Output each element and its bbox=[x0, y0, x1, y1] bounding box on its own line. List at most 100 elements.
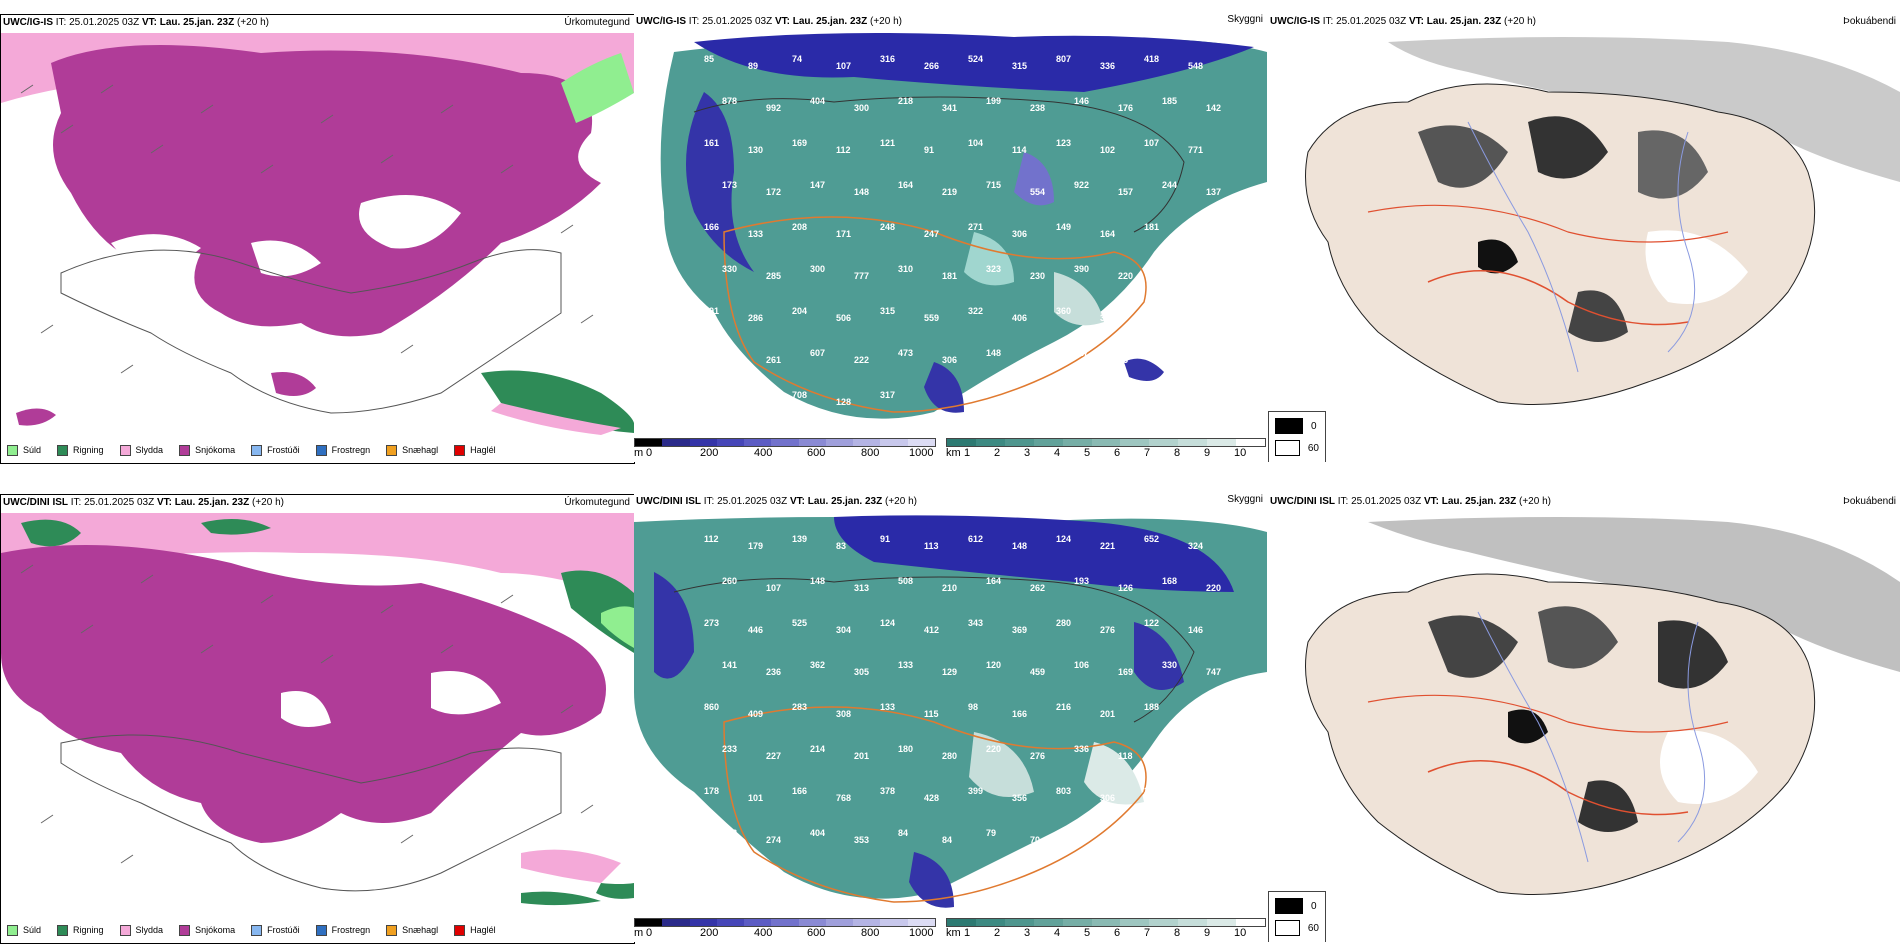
cloud-base-label: 101 bbox=[748, 793, 763, 803]
cloud-base-label: 113 bbox=[924, 541, 939, 551]
cloud-base-label: 316 bbox=[880, 54, 895, 64]
cloud-base-label: 128 bbox=[836, 397, 851, 407]
cloud-base-label: 404 bbox=[810, 828, 825, 838]
cloud-base-label: 247 bbox=[924, 229, 939, 239]
cloud-base-label: 142 bbox=[1206, 103, 1221, 113]
cloud-base-label: 276 bbox=[1030, 751, 1045, 761]
legend-item-sleet: Slydda bbox=[119, 444, 163, 456]
cloud-base-label: 164 bbox=[1100, 229, 1115, 239]
cloud-base-label: 181 bbox=[1144, 222, 1159, 232]
cloud-base-label: 166 bbox=[704, 222, 719, 232]
cloud-base-label: 266 bbox=[924, 61, 939, 71]
cloud-base-label: 274 bbox=[766, 835, 781, 845]
cloud-base-label: 713 bbox=[1188, 229, 1203, 239]
cloud-base-label: 356 bbox=[1012, 793, 1027, 803]
panel-title: Skyggni bbox=[1227, 14, 1263, 25]
fog-legend: 0 60 bbox=[1268, 411, 1326, 462]
cloud-base-label: 406 bbox=[1012, 313, 1027, 323]
cloud-base-label: 412 bbox=[924, 625, 939, 635]
cloud-base-label: 166 bbox=[1012, 709, 1027, 719]
cloud-base-label: 126 bbox=[1118, 583, 1133, 593]
cloud-base-label: 79 bbox=[986, 828, 996, 838]
cloud-base-label: 362 bbox=[810, 660, 825, 670]
precip-type-map bbox=[1, 513, 634, 918]
cloud-base-label: 280 bbox=[1056, 618, 1071, 628]
cloud-base-label: 133 bbox=[748, 229, 763, 239]
cloud-base-label: 98 bbox=[968, 702, 978, 712]
cloud-base-label: 343 bbox=[968, 618, 983, 628]
cloud-base-visibility-map: 112 179 139 83 91 113 612 148 124 221 652 324 260 107… bbox=[634, 512, 1267, 917]
cloud-base-label: 139 bbox=[792, 534, 807, 544]
cloud-base-label: 221 bbox=[1100, 541, 1115, 551]
cloud-base-label: 338 bbox=[1100, 313, 1115, 323]
cloud-base-label: 554 bbox=[1030, 187, 1045, 197]
cloud-base-label: 508 bbox=[898, 576, 913, 586]
cloud-base-label: 305 bbox=[854, 667, 869, 677]
cloud-base-label: 262 bbox=[1188, 313, 1203, 323]
cloud-base-label: 369 bbox=[1012, 625, 1027, 635]
cloud-base-label: 708 bbox=[792, 390, 807, 400]
cloud-base-label: 70 bbox=[1030, 835, 1040, 845]
cloud-base-label: 236 bbox=[766, 667, 781, 677]
cbar-km-gradient bbox=[946, 438, 1266, 447]
cloud-base-label: 322 bbox=[968, 306, 983, 316]
cloud-base-label: 548 bbox=[1188, 61, 1203, 71]
cloud-base-label: 193 bbox=[1074, 576, 1089, 586]
cloud-base-label: 107 bbox=[1144, 138, 1159, 148]
cloud-base-label: 168 bbox=[1162, 576, 1177, 586]
cloud-base-label: 199 bbox=[986, 96, 1001, 106]
cloud-base-label: 176 bbox=[748, 397, 763, 407]
cbar-m: m 0 200 400 600 800 1000 bbox=[634, 918, 946, 940]
cloud-base-label: 178 bbox=[704, 786, 719, 796]
fog-panel-row1: UWC/IG-IS IT: 25.01.2025 03Z VT: Lau. 25… bbox=[1268, 14, 1900, 462]
cloud-base-label: 271 bbox=[968, 222, 983, 232]
cloud-base-label: 89 bbox=[748, 61, 758, 71]
cloud-base-label: 133 bbox=[898, 660, 913, 670]
cloud-base-label: 285 bbox=[766, 271, 781, 281]
cloud-base-label: 227 bbox=[766, 751, 781, 761]
cloud-base-label: 137 bbox=[1206, 187, 1221, 197]
cloud-base-label: 117 bbox=[1074, 348, 1089, 358]
cloud-base-label: 106 bbox=[1074, 660, 1089, 670]
cloud-base-label: 336 bbox=[1074, 744, 1089, 754]
cloud-base-label: 336 bbox=[1100, 61, 1115, 71]
panel-title: Skyggni bbox=[1227, 494, 1263, 505]
cloud-base-label: 323 bbox=[986, 264, 1001, 274]
cloud-base-label: 124 bbox=[1056, 534, 1071, 544]
fog-legend: 0 60 bbox=[1268, 891, 1326, 942]
cloud-base-label: 217 bbox=[1206, 271, 1221, 281]
cloud-base-label: 112 bbox=[836, 145, 851, 155]
legend-item-rain: Rigning bbox=[57, 924, 104, 936]
precip-legend: Súld Rigning Slydda Snjókoma Frostúði Fr… bbox=[1, 439, 506, 461]
cloud-base-label: 161 bbox=[704, 138, 719, 148]
cloud-base-label: 404 bbox=[810, 96, 825, 106]
cbar-km: km 1 2 3 4 5 6 7 8 9 10 bbox=[946, 438, 1266, 460]
cloud-base-label: 203 bbox=[704, 390, 719, 400]
cloud-base-label: 185 bbox=[1162, 96, 1177, 106]
cloud-base-label: 559 bbox=[924, 313, 939, 323]
cloud-base-label: 260 bbox=[722, 576, 737, 586]
cloud-base-label: 220 bbox=[986, 744, 1001, 754]
legend-item-hail: Haglél bbox=[454, 444, 496, 456]
cloud-base-label: 607 bbox=[810, 348, 825, 358]
precip-legend: Súld Rigning Slydda Snjókoma Frostúði Fr… bbox=[1, 919, 506, 941]
cloud-base-label: 300 bbox=[810, 264, 825, 274]
cloud-base-label: 219 bbox=[942, 187, 957, 197]
cloud-base-label: 74 bbox=[792, 54, 802, 64]
cloud-base-label: 306 bbox=[1100, 793, 1115, 803]
cbar-km-ticks: km 1 2 3 4 5 6 7 8 9 10 bbox=[946, 927, 1247, 939]
cloud-base-label: 525 bbox=[792, 618, 807, 628]
cbar-km-ticks: km 1 2 3 4 5 6 7 8 9 10 bbox=[946, 447, 1247, 459]
precip-panel-row1: UWC/IG-IS IT: 25.01.2025 03Z VT: Lau. 25… bbox=[0, 14, 635, 464]
cloud-base-label: 222 bbox=[854, 355, 869, 365]
cloud-base-label: 276 bbox=[1100, 625, 1115, 635]
cloud-base-label: 300 bbox=[854, 103, 869, 113]
cloud-base-label: 157 bbox=[1118, 187, 1133, 197]
cloud-base-label: 122 bbox=[1144, 618, 1159, 628]
cloud-base-label: 313 bbox=[854, 583, 869, 593]
cloud-base-label: 390 bbox=[1074, 264, 1089, 274]
cloud-base-label: 148 bbox=[986, 348, 1001, 358]
cloud-base-label: 790 bbox=[1188, 709, 1203, 719]
cloud-base-label: 118 bbox=[1118, 751, 1133, 761]
cloud-base-label: 173 bbox=[722, 180, 737, 190]
